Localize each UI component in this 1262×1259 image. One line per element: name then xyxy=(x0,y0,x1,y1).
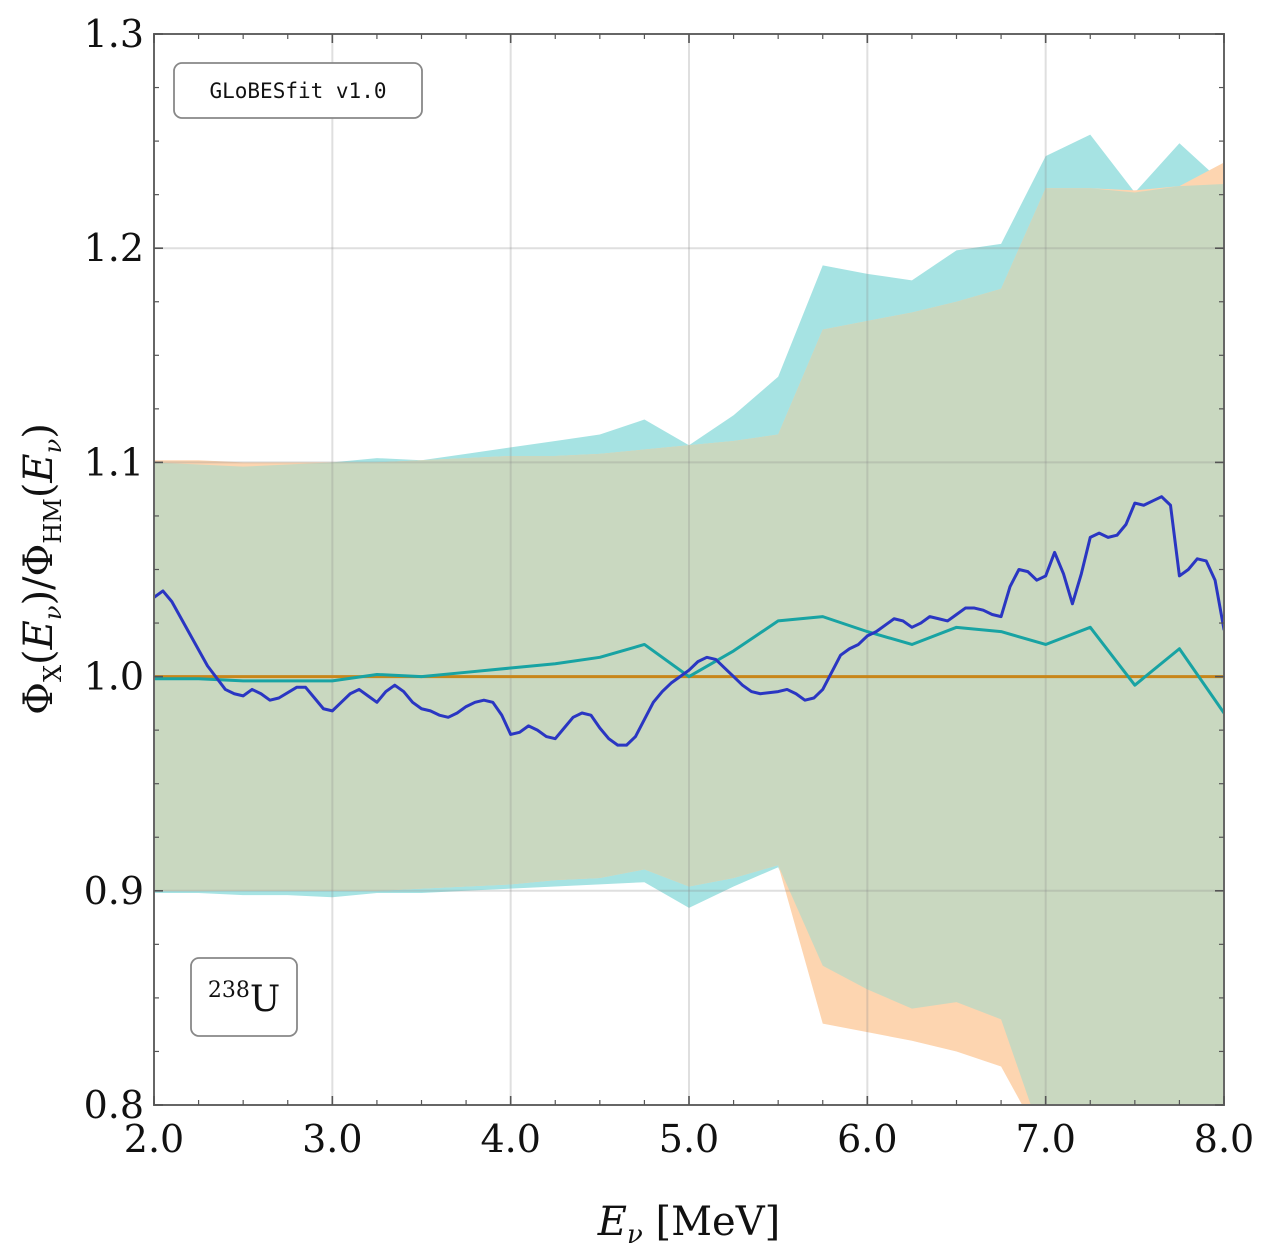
ticks: 2.0 3.0 4.0 5.0 6.0 7.0 8.0 0.8 0.9 1.0 1.1 1.2 1.3 xyxy=(84,12,1255,1161)
x-tick-label: 2.0 xyxy=(124,1117,184,1161)
y-axis-label: ΦX(Eν)/ΦHM(Eν) xyxy=(16,423,67,715)
isotope-symbol: U xyxy=(250,979,280,1020)
y-tick-label: 1.2 xyxy=(84,226,144,270)
isotope-mass: 238 xyxy=(208,978,250,1003)
bands xyxy=(154,134,1224,1105)
series-line-blue_line xyxy=(154,495,1224,747)
x-tick-label: 3.0 xyxy=(302,1117,362,1161)
x-tick-label: 5.0 xyxy=(659,1117,719,1161)
x-axis-label: Eν [MeV] xyxy=(597,1199,780,1250)
y-tick-label: 1.0 xyxy=(84,655,144,699)
series-lines xyxy=(154,495,1224,747)
y-tick-label: 0.9 xyxy=(84,869,144,913)
isotope-label-box: 238U xyxy=(190,957,298,1037)
x-tick-label: 4.0 xyxy=(480,1117,540,1161)
isotope-label: 238U xyxy=(208,978,280,1020)
x-tick-label: 6.0 xyxy=(837,1117,897,1161)
series-line-teal_line xyxy=(154,615,1224,715)
y-tick-label: 0.8 xyxy=(84,1083,144,1127)
x-tick-label: 7.0 xyxy=(1015,1117,1075,1161)
y-tick-label: 1.3 xyxy=(84,12,144,56)
band-overlap xyxy=(154,183,1224,1105)
software-label-box: GLoBESfit v1.0 xyxy=(173,62,423,119)
x-tick-label: 8.0 xyxy=(1194,1117,1254,1161)
y-tick-label: 1.1 xyxy=(84,440,144,484)
software-label: GLoBESfit v1.0 xyxy=(209,79,386,103)
